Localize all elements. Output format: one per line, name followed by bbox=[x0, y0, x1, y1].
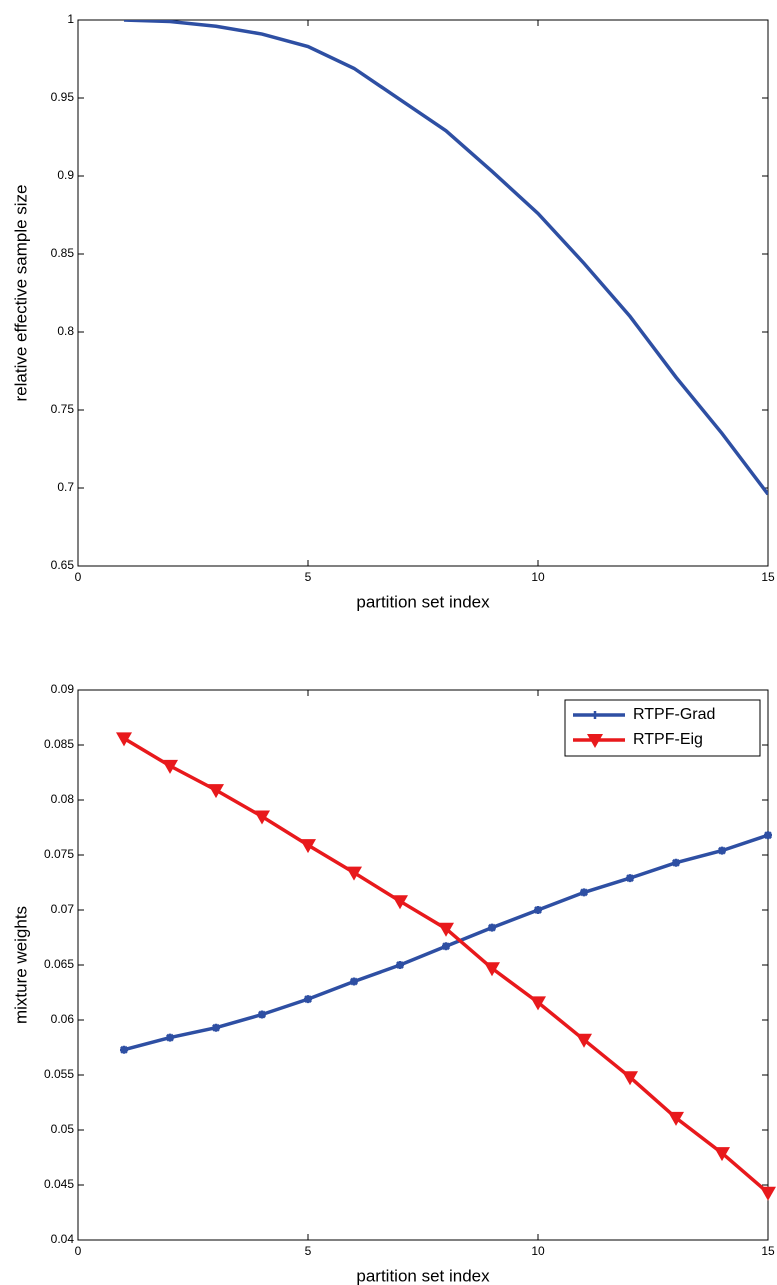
marker bbox=[120, 1045, 128, 1054]
series-line bbox=[123, 20, 768, 496]
y-tick-label: 0.95 bbox=[51, 90, 75, 104]
y-tick-label: 0.065 bbox=[44, 957, 74, 971]
x-tick-label: 0 bbox=[75, 570, 82, 584]
marker bbox=[346, 866, 362, 881]
y-tick-label: 0.04 bbox=[51, 1232, 75, 1246]
marker bbox=[530, 996, 546, 1011]
x-tick-label: 10 bbox=[531, 1244, 545, 1258]
y-tick-label: 0.65 bbox=[51, 558, 75, 572]
marker bbox=[300, 839, 316, 854]
legend-marker bbox=[587, 734, 603, 748]
y-tick-label: 0.085 bbox=[44, 737, 74, 751]
x-tick-label: 0 bbox=[75, 1244, 82, 1258]
y-tick-label: 0.09 bbox=[51, 682, 75, 696]
y-tick-label: 0.85 bbox=[51, 246, 75, 260]
y-tick-label: 0.8 bbox=[57, 324, 74, 338]
marker bbox=[208, 784, 224, 799]
marker bbox=[258, 1010, 266, 1019]
y-tick-label: 1 bbox=[67, 12, 74, 26]
x-tick-label: 15 bbox=[761, 570, 775, 584]
x-tick-label: 5 bbox=[305, 1244, 312, 1258]
legend bbox=[564, 699, 761, 757]
marker bbox=[622, 1071, 638, 1086]
y-tick-label: 0.75 bbox=[51, 402, 75, 416]
y-tick-label: 0.045 bbox=[44, 1177, 74, 1191]
marker bbox=[166, 1033, 174, 1042]
marker bbox=[116, 732, 132, 747]
y-axis-label: mixture weights bbox=[11, 906, 30, 1024]
y-tick-label: 0.075 bbox=[44, 847, 74, 861]
marker bbox=[392, 895, 408, 910]
x-tick-label: 15 bbox=[761, 1244, 775, 1258]
x-axis-label: partition set index bbox=[356, 1266, 490, 1285]
x-tick-label: 5 bbox=[305, 570, 312, 584]
marker bbox=[438, 922, 454, 937]
y-tick-label: 0.055 bbox=[44, 1067, 74, 1081]
y-tick-label: 0.08 bbox=[51, 792, 75, 806]
marker bbox=[484, 962, 500, 977]
marker bbox=[718, 846, 726, 855]
marker bbox=[304, 995, 312, 1004]
marker bbox=[576, 1033, 592, 1048]
plot-area bbox=[77, 689, 769, 1241]
y-tick-label: 0.05 bbox=[51, 1122, 75, 1136]
marker bbox=[760, 1186, 776, 1201]
legend-marker bbox=[591, 711, 599, 719]
marker bbox=[396, 961, 404, 969]
legend-label: RTPF-Grad bbox=[633, 706, 715, 723]
marker bbox=[764, 831, 772, 840]
x-tick-label: 10 bbox=[531, 570, 545, 584]
marker bbox=[488, 923, 496, 932]
marker bbox=[350, 977, 358, 986]
marker bbox=[626, 874, 634, 883]
y-axis-label: relative effective sample size bbox=[11, 184, 30, 401]
y-tick-label: 0.07 bbox=[51, 902, 75, 916]
legend-label: RTPF-Eig bbox=[633, 731, 703, 748]
y-tick-label: 0.7 bbox=[57, 480, 74, 494]
marker bbox=[714, 1147, 730, 1162]
marker bbox=[442, 942, 450, 951]
marker bbox=[580, 888, 588, 897]
marker bbox=[534, 906, 542, 914]
plot-area bbox=[77, 19, 769, 567]
marker bbox=[668, 1111, 684, 1126]
y-tick-label: 0.9 bbox=[57, 168, 74, 182]
y-tick-label: 0.06 bbox=[51, 1012, 75, 1026]
marker bbox=[212, 1023, 220, 1032]
marker bbox=[254, 810, 270, 825]
x-axis-label: partition set index bbox=[356, 592, 490, 611]
marker bbox=[672, 858, 680, 867]
marker bbox=[162, 759, 178, 774]
